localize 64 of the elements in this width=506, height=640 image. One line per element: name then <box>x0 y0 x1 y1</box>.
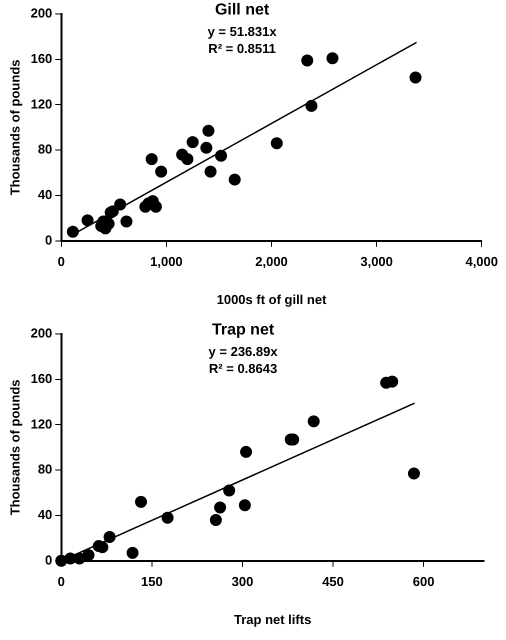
chart-title: Trap net <box>212 321 275 338</box>
annotation: y = 236.89x <box>208 344 278 360</box>
y-tick-label: 40 <box>38 187 52 202</box>
y-tick-label: 120 <box>30 416 52 432</box>
y-tick-label: 0 <box>45 232 52 248</box>
point <box>202 124 214 137</box>
point <box>135 496 147 508</box>
y-axis-title: Thousands of pounds <box>7 380 22 516</box>
y-axis-title: Thousands of pounds <box>7 60 22 196</box>
point <box>410 72 422 84</box>
point <box>408 467 420 480</box>
point <box>73 552 86 565</box>
point <box>126 546 139 559</box>
y-tick-label: 0 <box>45 552 52 568</box>
y-tick-label: 160 <box>30 50 52 66</box>
x-tick-label: 1,000 <box>150 254 183 270</box>
x-tick-label: 450 <box>322 574 344 590</box>
point <box>82 549 94 562</box>
point <box>326 52 338 64</box>
y-tick-label: 160 <box>30 370 52 386</box>
point <box>214 502 226 514</box>
point <box>146 153 158 166</box>
x-tick-label: 600 <box>412 574 434 590</box>
x-tick-label: 0 <box>58 574 65 590</box>
point <box>270 137 283 150</box>
y-tick-label: 80 <box>38 142 52 157</box>
x-tick-label: 150 <box>141 574 163 590</box>
y-tick-label: 200 <box>30 326 52 341</box>
point <box>82 214 94 226</box>
annotation: R² = 0.8643 <box>208 361 278 376</box>
point <box>186 136 199 148</box>
point <box>228 174 241 186</box>
y-tick-label: 120 <box>30 96 52 112</box>
point <box>200 142 212 154</box>
point <box>204 166 217 178</box>
x-tick-label: 2,000 <box>255 254 288 270</box>
point <box>308 415 320 428</box>
point <box>114 198 126 211</box>
chart-title: Gill net <box>214 1 270 18</box>
point <box>162 512 174 524</box>
point <box>305 100 318 112</box>
point <box>223 484 236 496</box>
x-tick-label: 4,000 <box>465 254 498 270</box>
point <box>120 216 132 228</box>
x-axis-title: 1000s ft of gill net <box>216 292 328 307</box>
point <box>66 226 79 238</box>
point <box>215 150 228 162</box>
point <box>301 54 314 66</box>
point <box>240 446 252 458</box>
x-tick-label: 3,000 <box>360 254 393 270</box>
point <box>150 200 162 213</box>
point <box>181 153 194 166</box>
point <box>238 499 251 512</box>
x-axis-title: Trap net lifts <box>234 612 312 627</box>
point <box>210 514 222 526</box>
y-tick-label: 40 <box>38 507 52 522</box>
y-tick-label: 200 <box>30 6 52 21</box>
point <box>104 530 116 543</box>
x-tick-label: 0 <box>58 254 65 270</box>
annotation: R² = 0.8511 <box>208 41 276 56</box>
x-tick-label: 300 <box>232 574 254 590</box>
annotation: y = 51.831x <box>208 24 278 40</box>
y-tick-label: 80 <box>38 462 52 477</box>
point <box>155 166 168 178</box>
